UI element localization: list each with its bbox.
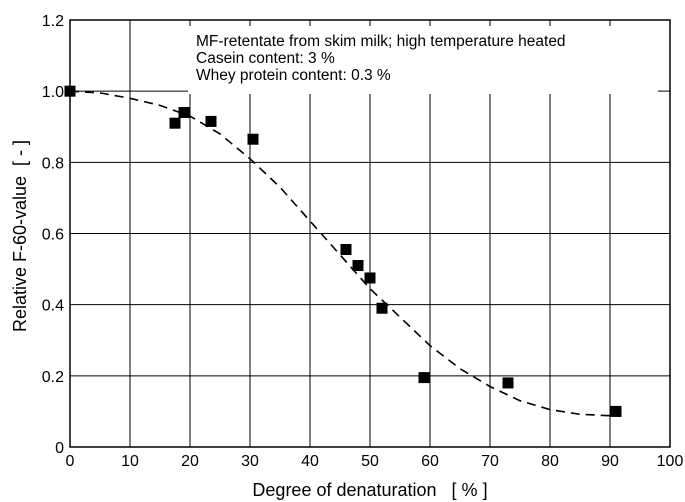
data-point — [178, 107, 190, 119]
y-tick-label: 1.2 — [42, 13, 64, 30]
data-point — [205, 115, 217, 127]
x-tick-label: 80 — [541, 453, 559, 470]
y-tick-label: 1.0 — [42, 84, 64, 101]
data-point — [340, 244, 352, 256]
y-tick-labels: 0 0.2 0.4 0.6 0.8 1.0 1.2 — [42, 13, 64, 457]
data-point — [64, 85, 76, 97]
x-tick-label: 30 — [241, 453, 259, 470]
x-tick-label: 10 — [121, 453, 139, 470]
data-point — [364, 272, 376, 284]
annotation-box — [188, 26, 658, 94]
x-tick-labels: 0 10 20 30 40 50 60 70 80 90 100 — [66, 453, 684, 470]
x-axis-title: Degree of denaturation [ % ] — [252, 480, 487, 500]
x-tick-label: 0 — [66, 453, 75, 470]
fit-curve — [69, 90, 611, 417]
data-points — [64, 85, 622, 417]
data-point — [418, 372, 430, 384]
x-tick-label: 90 — [601, 453, 619, 470]
annotation-line-3: Whey protein content: 0.3 % — [196, 67, 391, 84]
y-axis-title: Relative F-60-value [ - ] — [10, 140, 30, 332]
y-tick-label: 0.4 — [42, 298, 64, 315]
data-point — [247, 133, 259, 145]
data-point — [376, 302, 388, 314]
data-point — [502, 377, 514, 389]
x-tick-label: 100 — [657, 453, 684, 470]
plot-frame — [69, 19, 671, 448]
y-tick-label: 0.2 — [42, 369, 64, 386]
y-tick-label: 0 — [55, 440, 64, 457]
annotation-line-1: MF-retentate from skim milk; high temper… — [196, 33, 566, 50]
data-point — [169, 117, 181, 129]
data-point — [610, 405, 622, 417]
y-tick-label: 0.8 — [42, 155, 64, 172]
x-tick-label: 70 — [481, 453, 499, 470]
fit-curve-group — [69, 90, 611, 417]
annotation-line-2: Casein content: 3 % — [196, 50, 335, 67]
y-tick-label: 0.6 — [42, 227, 64, 244]
x-tick-label: 50 — [361, 453, 379, 470]
data-point — [352, 260, 364, 272]
x-tick-label: 20 — [181, 453, 199, 470]
x-tick-label: 60 — [421, 453, 439, 470]
x-tick-label: 40 — [301, 453, 319, 470]
